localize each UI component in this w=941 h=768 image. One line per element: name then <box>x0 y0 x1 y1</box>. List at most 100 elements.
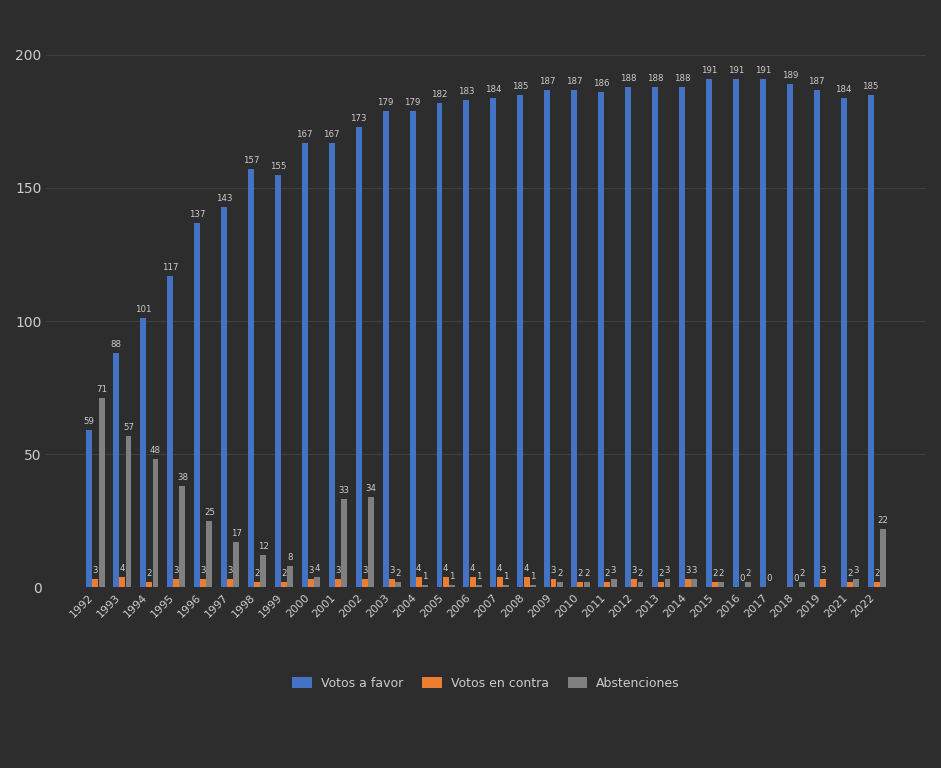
Text: 2: 2 <box>659 569 664 578</box>
Text: 12: 12 <box>258 542 269 551</box>
Bar <box>233 542 239 588</box>
Bar <box>571 90 577 588</box>
Text: 191: 191 <box>755 66 771 75</box>
Bar <box>557 582 563 588</box>
Text: 22: 22 <box>878 515 888 525</box>
Bar <box>685 579 692 588</box>
Bar <box>638 582 644 588</box>
Text: 4: 4 <box>497 564 502 573</box>
Text: 137: 137 <box>189 210 205 219</box>
Bar <box>442 577 449 588</box>
Text: 88: 88 <box>111 340 121 349</box>
Bar <box>497 577 502 588</box>
Bar <box>395 582 401 588</box>
Bar <box>544 90 550 588</box>
Text: 1: 1 <box>530 571 535 581</box>
Bar <box>464 100 470 588</box>
Text: 1: 1 <box>423 571 428 581</box>
Bar <box>874 582 880 588</box>
Text: 0: 0 <box>740 574 745 583</box>
Text: 4: 4 <box>416 564 422 573</box>
Bar <box>99 399 104 588</box>
Bar <box>335 579 341 588</box>
Text: 1: 1 <box>449 571 455 581</box>
Text: 188: 188 <box>674 74 691 83</box>
Text: 3: 3 <box>664 566 670 575</box>
Bar <box>679 87 685 588</box>
Bar <box>787 84 792 588</box>
Text: 182: 182 <box>431 90 448 99</box>
Bar <box>383 111 389 588</box>
Text: 157: 157 <box>243 157 259 165</box>
Bar <box>314 577 320 588</box>
Text: 17: 17 <box>231 529 242 538</box>
Text: 173: 173 <box>350 114 367 123</box>
Text: 2: 2 <box>800 569 805 578</box>
Text: 187: 187 <box>566 77 582 85</box>
Bar <box>840 98 847 588</box>
Bar <box>820 579 826 588</box>
Text: 2: 2 <box>583 569 589 578</box>
Text: 0: 0 <box>766 574 772 583</box>
Text: 48: 48 <box>150 446 161 455</box>
Bar <box>254 582 260 588</box>
Bar <box>745 582 751 588</box>
Text: 2: 2 <box>578 569 583 578</box>
Bar <box>194 223 199 588</box>
Text: 34: 34 <box>365 484 376 493</box>
Bar <box>389 579 395 588</box>
Text: 3: 3 <box>92 566 98 575</box>
Text: 186: 186 <box>593 79 610 88</box>
Text: 167: 167 <box>324 130 340 139</box>
Text: 3: 3 <box>692 566 697 575</box>
Bar <box>523 577 530 588</box>
Text: 2: 2 <box>557 569 563 578</box>
Text: 3: 3 <box>335 566 341 575</box>
Text: 184: 184 <box>486 84 502 94</box>
Bar <box>718 582 725 588</box>
Text: 184: 184 <box>836 84 852 94</box>
Bar <box>550 579 556 588</box>
Bar <box>625 87 631 588</box>
Bar <box>308 579 314 588</box>
Bar <box>583 582 590 588</box>
Text: 0: 0 <box>793 574 799 583</box>
Bar <box>853 579 859 588</box>
Text: 4: 4 <box>443 564 449 573</box>
Text: 25: 25 <box>204 508 215 517</box>
Bar <box>416 577 422 588</box>
Text: 33: 33 <box>339 486 350 495</box>
Bar <box>760 79 766 588</box>
Text: 188: 188 <box>620 74 636 83</box>
Text: 187: 187 <box>808 77 825 85</box>
Bar <box>449 584 455 588</box>
Bar <box>87 430 92 588</box>
Bar <box>598 92 604 588</box>
Text: 4: 4 <box>314 564 320 573</box>
Text: 2: 2 <box>605 569 610 578</box>
Bar <box>530 584 535 588</box>
Bar <box>692 579 697 588</box>
Bar <box>227 579 233 588</box>
Bar <box>275 174 280 588</box>
Text: 155: 155 <box>269 162 286 170</box>
Bar <box>422 584 428 588</box>
Text: 167: 167 <box>296 130 313 139</box>
Bar <box>206 521 213 588</box>
Text: 185: 185 <box>512 82 529 91</box>
Text: 2: 2 <box>874 569 880 578</box>
Text: 191: 191 <box>727 66 744 75</box>
Bar <box>120 577 125 588</box>
Text: 3: 3 <box>309 566 313 575</box>
Bar <box>868 94 873 588</box>
Text: 3: 3 <box>200 566 206 575</box>
Bar <box>611 579 616 588</box>
Text: 179: 179 <box>405 98 421 107</box>
Bar <box>113 353 120 588</box>
Bar <box>152 459 158 588</box>
Bar <box>490 98 496 588</box>
Bar <box>146 582 152 588</box>
Text: 179: 179 <box>377 98 393 107</box>
Bar <box>221 207 227 588</box>
Bar <box>247 170 254 588</box>
